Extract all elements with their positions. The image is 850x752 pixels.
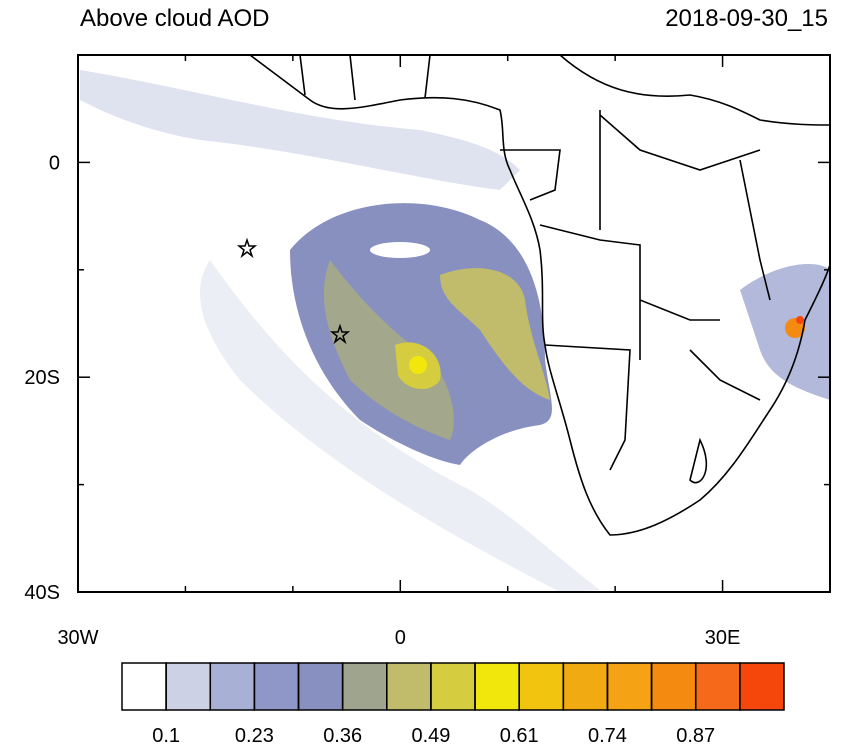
map-frame [77, 54, 831, 593]
colorbar-box [694, 662, 741, 711]
colorbar-box [341, 662, 388, 711]
colorbar-box [606, 662, 653, 711]
star-marker [236, 237, 258, 259]
colorbar-box [650, 662, 697, 711]
aod-region [440, 268, 550, 400]
chart-title: Above cloud AOD [80, 5, 269, 32]
colorbar-box [297, 662, 344, 711]
coastlines [249, 55, 830, 536]
star-marker [329, 323, 351, 345]
colorbar-box [253, 662, 300, 711]
aod-gap [370, 242, 430, 258]
colorbar-box [165, 662, 212, 711]
coastline [559, 55, 830, 126]
colorbar-box [474, 662, 520, 711]
colorbar-box [121, 662, 167, 711]
aod-haze [200, 260, 600, 592]
colorbar-label: 0.61 [500, 725, 539, 747]
colorbar-label: 0.74 [588, 725, 627, 747]
y-tick-label: 20S [24, 367, 60, 389]
aod-region [323, 260, 454, 440]
colorbar-label: 0.1 [152, 725, 180, 747]
aod-field [80, 70, 830, 592]
colorbar-label: 0.36 [323, 725, 362, 747]
aod-region [290, 203, 552, 465]
colorbar-box [386, 662, 432, 711]
chart-subtitle: 2018-09-30_15 [665, 5, 828, 32]
aod-haze [80, 70, 520, 190]
x-tick-label: 30E [705, 627, 741, 649]
colorbar-box [209, 662, 256, 711]
colorbar-label: 0.87 [676, 725, 715, 747]
y-tick-label: 0 [49, 152, 60, 174]
x-tick-label: 0 [395, 627, 406, 649]
colorbar-box [518, 662, 565, 711]
aod-peak [796, 316, 804, 324]
y-tick-label: 40S [24, 582, 60, 604]
aod-region [740, 264, 830, 400]
colorbar-label: 0.49 [411, 725, 450, 747]
colorbar-label: 0.23 [235, 725, 274, 747]
border [299, 55, 771, 484]
colorbar-box [430, 662, 476, 711]
aod-peak [409, 356, 427, 374]
colorbar-box [562, 662, 609, 711]
x-tick-label: 30W [57, 627, 98, 649]
markers [236, 237, 351, 345]
colorbar-box [739, 662, 785, 711]
